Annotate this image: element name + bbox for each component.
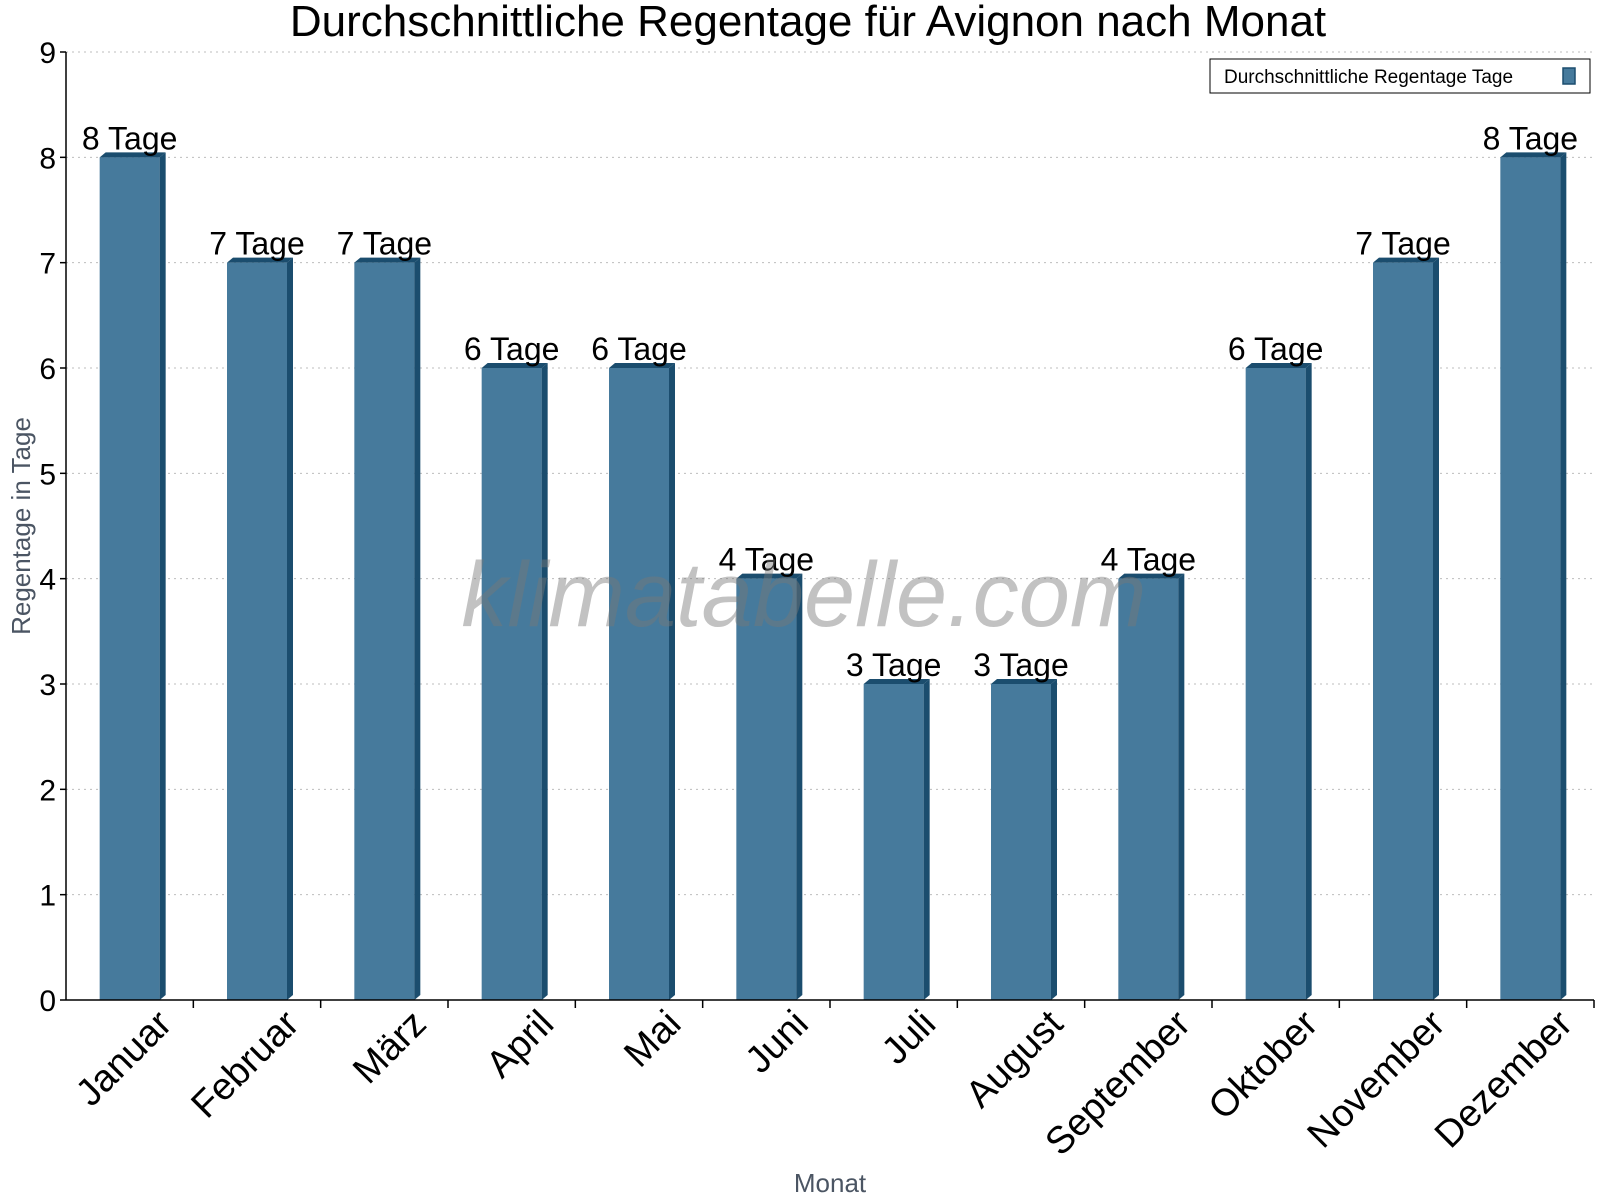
bar-side — [541, 363, 548, 1000]
bar-side — [159, 152, 166, 1001]
bars — [99, 152, 1567, 1001]
bar-side — [1178, 573, 1185, 1000]
y-axis-label: Regentage in Tage — [6, 417, 36, 635]
bar-front — [1373, 262, 1433, 1001]
bar-4 — [609, 363, 675, 1000]
bar-top — [1500, 152, 1567, 158]
bar-front — [991, 684, 1051, 1000]
bar-side — [287, 257, 293, 1001]
data-label-5: 4 Tage — [719, 542, 815, 578]
bar-6 — [863, 679, 930, 1000]
data-label-2: 7 Tage — [337, 226, 433, 262]
y-axis-ticks: 0 1 2 3 4 5 6 7 8 9 — [39, 37, 66, 1018]
x-axis-label: Monat — [794, 1168, 867, 1198]
bar-3 — [481, 363, 548, 1000]
bar-7 — [991, 679, 1057, 1000]
data-label-3: 6 Tage — [464, 331, 560, 367]
data-label-4: 6 Tage — [591, 331, 687, 367]
data-label-7: 3 Tage — [973, 647, 1069, 683]
data-label-0: 8 Tage — [82, 120, 178, 156]
legend-box — [1209, 58, 1591, 94]
bar-top — [1373, 257, 1439, 263]
bar-5 — [736, 573, 803, 1000]
bar-1 — [227, 257, 293, 1001]
legend-label: Durchschnittliche Regentage Tage — [1224, 67, 1513, 88]
legend: Durchschnittliche Regentage Tage — [1209, 58, 1591, 94]
bar-0 — [99, 152, 166, 1001]
bar-side — [1051, 679, 1057, 1000]
bar-front — [1245, 368, 1306, 1000]
bar-front — [1118, 578, 1179, 1000]
bar-side — [414, 257, 421, 1001]
bar-top — [1118, 573, 1185, 579]
bar-top — [227, 257, 293, 263]
data-label-6: 3 Tage — [846, 647, 942, 683]
bar-top — [354, 257, 421, 263]
bar-front — [481, 368, 542, 1000]
y-tick-label-0: 0 — [39, 985, 56, 1018]
y-tick-label-2: 2 — [39, 774, 56, 807]
legend-swatch — [1562, 67, 1576, 85]
bar-side — [1560, 152, 1567, 1001]
bar-top — [863, 679, 930, 684]
bar-front — [99, 157, 160, 1001]
chart-title: Durchschnittliche Regentage für Avignon … — [290, 0, 1326, 46]
bar-9 — [1245, 363, 1312, 1000]
y-tick-label-7: 7 — [39, 248, 56, 281]
bar-11 — [1500, 152, 1567, 1001]
bar-side — [923, 679, 930, 1000]
y-tick-label-8: 8 — [39, 142, 56, 175]
bar-front — [736, 578, 797, 1000]
data-label-9: 6 Tage — [1228, 331, 1324, 367]
bar-side — [669, 363, 675, 1000]
bar-front — [1500, 157, 1561, 1001]
y-tick-label-1: 1 — [39, 880, 56, 913]
watermark: klimatabelle.com — [461, 544, 1146, 646]
y-tick-label-4: 4 — [39, 564, 56, 597]
bar-top — [736, 573, 803, 579]
bar-front — [227, 262, 287, 1001]
bar-top — [1245, 363, 1312, 368]
data-label-11: 8 Tage — [1483, 120, 1579, 156]
bar-top — [481, 363, 548, 368]
bar-2 — [354, 257, 421, 1001]
bar-front — [609, 368, 669, 1000]
bar-top — [609, 363, 675, 368]
data-label-1: 7 Tage — [209, 226, 305, 262]
data-label-10: 7 Tage — [1355, 226, 1451, 262]
bar-front — [863, 684, 924, 1000]
y-tick-label-3: 3 — [39, 669, 56, 702]
grid-lines — [66, 51, 1594, 896]
bar-top — [99, 152, 166, 158]
bar-side — [796, 573, 803, 1000]
bar-front — [354, 262, 415, 1001]
y-tick-label-5: 5 — [39, 458, 56, 491]
bar-top — [991, 679, 1057, 684]
y-tick-label-9: 9 — [39, 37, 56, 70]
bar-side — [1433, 257, 1439, 1001]
data-label-8: 4 Tage — [1101, 542, 1197, 578]
bar-side — [1305, 363, 1312, 1000]
bar-10 — [1373, 257, 1439, 1001]
y-tick-label-6: 6 — [39, 353, 56, 386]
data-labels: 8 Tage 7 Tage 7 Tage 6 Tage 6 Tage 4 Tage 3 Ta… — [82, 120, 1578, 683]
bar-8 — [1118, 573, 1185, 1000]
